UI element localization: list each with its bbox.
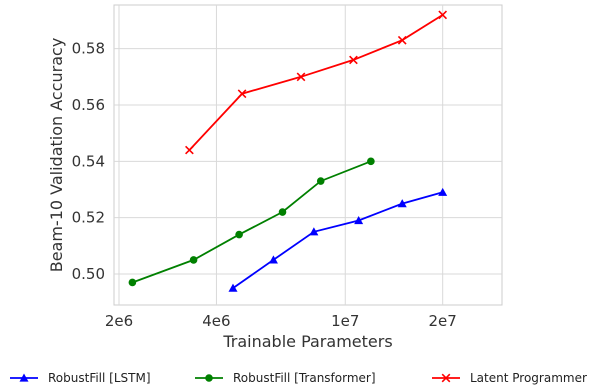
y-tick-label: 0.58 — [72, 40, 105, 58]
y-tick-label: 0.50 — [72, 265, 105, 283]
data-point — [397, 199, 407, 208]
series-3 — [185, 10, 448, 155]
series-layer — [128, 10, 448, 292]
data-point — [438, 10, 448, 20]
data-point — [278, 208, 287, 216]
data-point — [296, 72, 306, 82]
data-point — [189, 256, 198, 264]
data-point — [128, 278, 137, 287]
x-tick-labels: 2e6 4e6 1e7 2e7 — [105, 312, 457, 330]
legend: RobustFill [LSTM] RobustFill [Transformer… — [10, 371, 587, 385]
series-line — [132, 160, 372, 284]
series-2 — [128, 157, 375, 287]
x-tick-label: 2e7 — [429, 312, 457, 330]
data-point — [237, 89, 247, 99]
series-1 — [228, 187, 448, 292]
y-tick-label: 0.52 — [72, 209, 105, 227]
y-tick-label: 0.54 — [72, 152, 105, 170]
data-point — [228, 283, 238, 292]
data-point — [268, 255, 278, 264]
x-tick-label: 4e6 — [202, 312, 230, 330]
legend-marker — [441, 373, 451, 383]
data-point — [367, 157, 375, 166]
x-axis-title: Trainable Parameters — [222, 332, 392, 351]
legend-marker — [19, 373, 29, 382]
data-point — [349, 55, 358, 65]
data-point — [309, 227, 319, 236]
x-tick-label: 1e7 — [331, 312, 359, 330]
legend-label: RobustFill [Transformer] — [233, 371, 376, 385]
x-tick-label: 2e6 — [105, 312, 133, 330]
legend-label: RobustFill [LSTM] — [48, 371, 151, 385]
legend-marker — [205, 374, 213, 382]
legend-entry: RobustFill [Transformer] — [195, 371, 376, 385]
series-line — [188, 14, 444, 151]
y-tick-label: 0.56 — [72, 96, 105, 114]
grid — [114, 5, 502, 305]
plot-area — [113, 4, 503, 306]
data-point — [316, 177, 325, 185]
y-axis-title: Beam-10 Validation Accuracy — [47, 38, 66, 273]
data-point — [397, 35, 407, 45]
legend-entry: RobustFill [LSTM] — [10, 371, 151, 385]
legend-entry: Latent Programmer — [432, 371, 587, 385]
data-point — [235, 230, 243, 239]
data-point — [354, 215, 364, 225]
legend-label: Latent Programmer — [470, 371, 587, 385]
series-line — [232, 191, 443, 289]
data-point — [185, 145, 194, 155]
data-point — [438, 187, 448, 196]
y-tick-labels: 0.50 0.52 0.54 0.56 0.58 — [72, 40, 105, 283]
